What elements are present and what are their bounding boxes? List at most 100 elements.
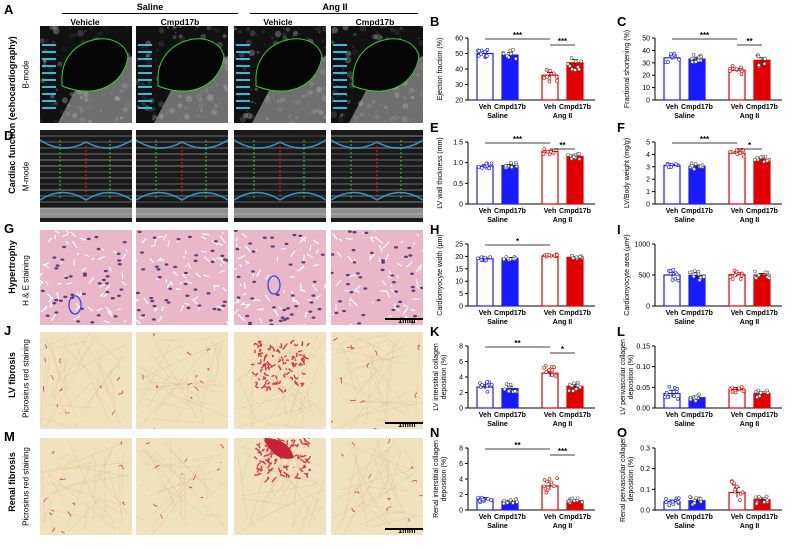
data-point: [542, 478, 547, 482]
category-label: Veh: [479, 412, 491, 419]
data-point: [697, 278, 702, 283]
data-point: [762, 62, 767, 66]
y-axis-label: LV/Body weight (mg/g): [624, 138, 631, 208]
data-point: [734, 67, 739, 71]
panel-label-f: F: [617, 120, 625, 135]
data-point: [511, 256, 516, 261]
y-tick-label: 500: [638, 273, 650, 280]
data-point: [550, 373, 554, 377]
scale-bar-line: [385, 318, 423, 320]
data-point: [545, 149, 550, 154]
saline-underline: [62, 13, 238, 14]
y-tick-label: 2: [459, 492, 463, 499]
data-point: [664, 496, 668, 501]
bmode-image-1-1: [40, 26, 132, 123]
sub-cmpd-1: Cmpd17b: [160, 17, 200, 27]
data-point: [487, 166, 491, 171]
group-label: Saline: [487, 319, 508, 326]
data-point: [757, 494, 761, 499]
bar: [541, 255, 559, 307]
data-point: [732, 268, 737, 273]
data-point: [542, 147, 547, 151]
data-point: [676, 496, 681, 500]
category-label: Cmpd17b: [494, 208, 526, 215]
data-point: [739, 273, 744, 278]
significance-label: ***: [558, 447, 568, 456]
data-point: [753, 495, 758, 500]
data-point: [555, 476, 559, 480]
bar: [476, 52, 494, 101]
data-point: [688, 397, 693, 402]
scale-bar-j: 1mm: [398, 420, 416, 429]
data-point: [570, 496, 575, 501]
mode-bmode: B-mode: [21, 60, 31, 89]
category-label: Cmpd17b: [746, 310, 778, 317]
data-point: [763, 57, 767, 61]
data-point: [514, 56, 518, 61]
data-point: [476, 256, 480, 261]
bar: [688, 58, 706, 101]
y-tick-label: 6: [459, 359, 463, 366]
data-point: [741, 154, 746, 159]
data-point: [691, 52, 696, 57]
y-tick-label: 1000: [634, 242, 650, 249]
group-label: Ang II: [740, 113, 759, 120]
data-point: [580, 500, 584, 504]
data-point: [664, 390, 669, 395]
y-tick-label: 0.3: [640, 446, 650, 453]
pr-image-svg: [40, 332, 132, 429]
y-tick-label: 0.10: [636, 364, 650, 371]
data-point: [555, 78, 559, 83]
category-label: Veh: [666, 310, 678, 317]
y-tick-label: 0: [459, 508, 463, 515]
data-point: [541, 152, 546, 156]
category-label: Veh: [731, 514, 743, 521]
row-label-hypertrophy: Hypertrophy: [7, 240, 17, 294]
pr-image-svg: [40, 438, 132, 535]
scale-bar-g: 1mm: [398, 316, 416, 325]
he-image-3-2: [136, 230, 228, 325]
data-point: [571, 155, 576, 159]
bar: [663, 57, 681, 101]
data-point: [579, 59, 583, 64]
data-point: [508, 48, 513, 53]
data-point: [576, 380, 580, 385]
bmode-image-1-2: [136, 26, 228, 123]
group-label: Ang II: [553, 421, 572, 428]
data-point: [699, 54, 704, 59]
data-point: [733, 487, 738, 492]
category-label: Veh: [544, 104, 556, 111]
data-point: [480, 383, 484, 387]
significance-label: **: [514, 339, 521, 348]
y-tick-label: 1.5: [453, 140, 463, 147]
group-label: Saline: [487, 113, 508, 120]
significance-label: ***: [558, 37, 568, 46]
panel-label-c: C: [617, 14, 627, 29]
data-point: [483, 49, 487, 54]
data-point: [676, 397, 680, 401]
significance-label: **: [746, 37, 753, 46]
category-label: Cmpd17b: [746, 514, 778, 521]
data-point: [479, 52, 483, 57]
pr-image-4-2: [136, 332, 228, 429]
data-point: [502, 387, 507, 392]
data-point: [551, 484, 556, 488]
category-label: Cmpd17b: [559, 310, 591, 317]
data-point: [574, 387, 579, 391]
row-label-renal-fibrosis: Renal fibrosis: [7, 452, 17, 512]
data-point: [489, 383, 494, 387]
data-point: [756, 63, 761, 68]
y-tick-label: 25: [455, 242, 463, 249]
data-point: [676, 278, 681, 283]
data-point: [733, 390, 738, 395]
y-tick-label: 0: [646, 202, 650, 209]
data-point: [730, 385, 734, 390]
data-point: [756, 388, 761, 393]
data-point: [756, 54, 761, 59]
data-point: [699, 499, 703, 504]
category-label: Cmpd17b: [746, 412, 778, 419]
group-label: Ang II: [740, 421, 759, 428]
data-point: [485, 380, 489, 384]
panel-label-i: I: [617, 222, 621, 237]
